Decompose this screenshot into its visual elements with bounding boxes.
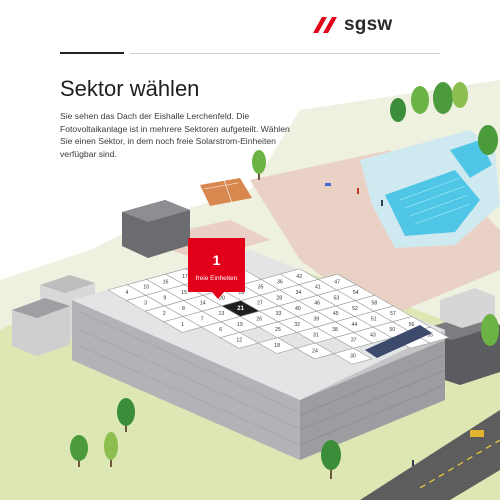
logo-mark-icon bbox=[313, 17, 337, 33]
person-icon bbox=[325, 183, 414, 466]
divider bbox=[130, 53, 440, 54]
free-units-count: 1 bbox=[212, 252, 221, 268]
car-icon bbox=[470, 430, 484, 437]
intro-text: Sie sehen das Dach der Eishalle Lerchenf… bbox=[60, 111, 290, 159]
tree-icon bbox=[70, 82, 499, 479]
free-units-tooltip: 1 freie Einheiten bbox=[188, 238, 245, 299]
free-units-label: freie Einheiten bbox=[195, 275, 238, 282]
tennis-court bbox=[200, 178, 252, 206]
road bbox=[360, 410, 500, 500]
swimming-pool bbox=[360, 130, 500, 248]
brand-logo[interactable]: sgsw bbox=[310, 14, 392, 36]
solar-panel-icon bbox=[365, 325, 432, 358]
brand-name: sgsw bbox=[344, 14, 393, 35]
divider bbox=[60, 52, 124, 54]
page-title: Sektor wählen bbox=[60, 76, 200, 101]
roof-sector[interactable] bbox=[333, 347, 373, 365]
tooltip-pointer bbox=[212, 292, 224, 299]
